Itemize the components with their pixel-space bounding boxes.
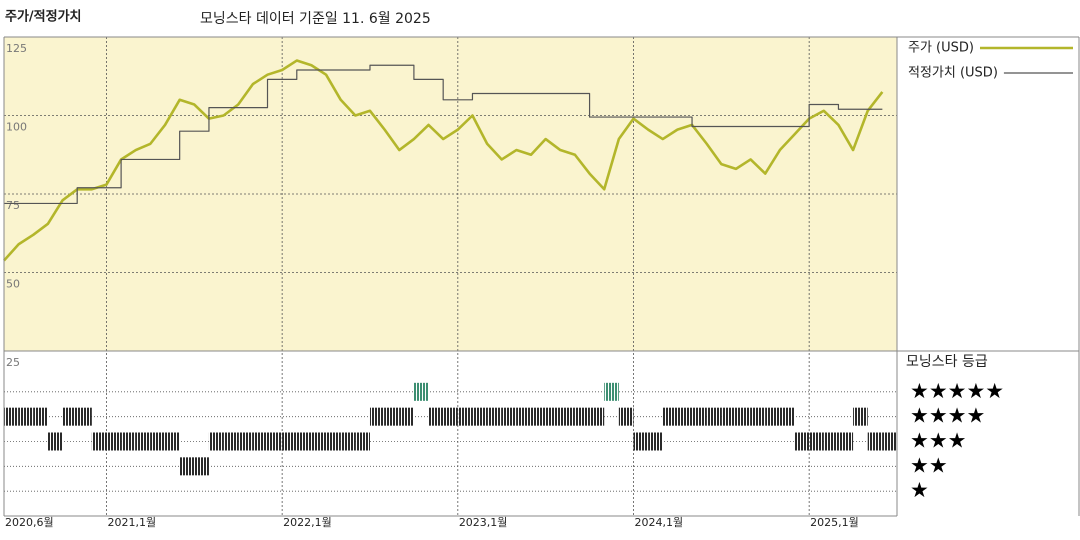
chart-subtitle: 모닝스타 데이터 기준일 11. 6월 2025 — [200, 11, 431, 27]
rating-bar — [867, 432, 883, 451]
rating-bar — [457, 407, 473, 426]
rating-bar — [47, 432, 63, 451]
x-tick-label: 2025,1월 — [810, 516, 859, 529]
x-tick-label: 2020,6월 — [5, 516, 54, 529]
rating-bar — [589, 407, 605, 426]
rating-bar — [487, 407, 502, 426]
rating-bar — [574, 407, 590, 426]
rating-bar — [633, 432, 649, 451]
rating-bar — [618, 407, 634, 426]
rating-bar — [677, 407, 693, 426]
rating-bar — [267, 432, 283, 451]
rating-bar — [106, 432, 122, 451]
rating-bar — [882, 432, 897, 451]
rating-bar — [252, 432, 268, 451]
x-tick-label: 2023,1월 — [459, 516, 508, 529]
rating-bar — [472, 407, 488, 426]
rating-bar — [208, 432, 224, 451]
rating-bar — [355, 432, 370, 451]
rating-bar — [721, 407, 736, 426]
rating-bar — [560, 407, 575, 426]
rating-bar — [531, 407, 546, 426]
rating-label: ★★★★ — [910, 404, 985, 428]
rating-bar — [91, 432, 107, 451]
fair-value-line — [4, 64, 883, 205]
rating-bar — [77, 407, 92, 426]
rating-bar — [326, 432, 341, 451]
rating-bar — [62, 407, 78, 426]
rating-bar — [282, 432, 297, 451]
rating-bar — [692, 407, 707, 426]
rating-bar — [369, 407, 385, 426]
rating-label: ★★ — [910, 453, 948, 477]
y-tick-label: 50 — [6, 278, 20, 291]
rating-bar — [18, 407, 34, 426]
rating-bar — [604, 382, 619, 401]
rating-bar — [165, 432, 180, 451]
rating-bar — [823, 432, 839, 451]
x-tick-label: 2024,1월 — [634, 516, 683, 529]
rating-bar — [311, 432, 327, 451]
rating-bar — [809, 432, 824, 451]
rating-bar — [545, 407, 561, 426]
rating-bar — [765, 407, 780, 426]
rating-bar — [662, 407, 678, 426]
rating-bar — [384, 407, 400, 426]
y-tick-label: 100 — [6, 121, 27, 134]
rating-bar — [501, 407, 517, 426]
rating-bar — [735, 407, 751, 426]
legend-label: 주가 (USD) — [908, 41, 974, 56]
rating-bar — [428, 407, 444, 426]
rating-bar — [179, 457, 195, 476]
rating-bar — [33, 407, 48, 426]
rating-bar — [838, 432, 854, 451]
x-tick-label: 2022,1월 — [283, 516, 332, 529]
rating-bar — [853, 407, 868, 426]
rating-bar — [194, 457, 209, 476]
rating-bar — [648, 432, 663, 451]
rating-bar — [750, 407, 766, 426]
rating-label: ★★★★★ — [910, 379, 1004, 403]
y-tick-label: 25 — [6, 356, 20, 369]
rating-bar — [223, 432, 239, 451]
chart-title: 주가/적정가치 — [5, 9, 82, 25]
price-line — [3, 59, 884, 262]
rating-bar — [121, 432, 136, 451]
rating-title: 모닝스타 등급 — [906, 354, 988, 370]
rating-bar — [150, 432, 166, 451]
rating-bar — [340, 432, 356, 451]
rating-bar — [4, 407, 19, 426]
rating-bar — [794, 432, 810, 451]
rating-bar — [296, 432, 312, 451]
rating-bar — [706, 407, 722, 426]
y-tick-label: 125 — [6, 42, 27, 55]
rating-bar — [413, 382, 429, 401]
y-tick-label: 75 — [6, 199, 20, 212]
rating-bar — [135, 432, 151, 451]
rating-bar — [399, 407, 414, 426]
rating-bar — [443, 407, 458, 426]
rating-bar — [516, 407, 532, 426]
rating-label: ★★★ — [910, 429, 966, 453]
legend-label: 적정가치 (USD) — [908, 66, 998, 81]
x-tick-label: 2021,1월 — [107, 516, 156, 529]
rating-label: ★ — [910, 478, 929, 502]
rating-bar — [779, 407, 795, 426]
rating-bar — [238, 432, 253, 451]
